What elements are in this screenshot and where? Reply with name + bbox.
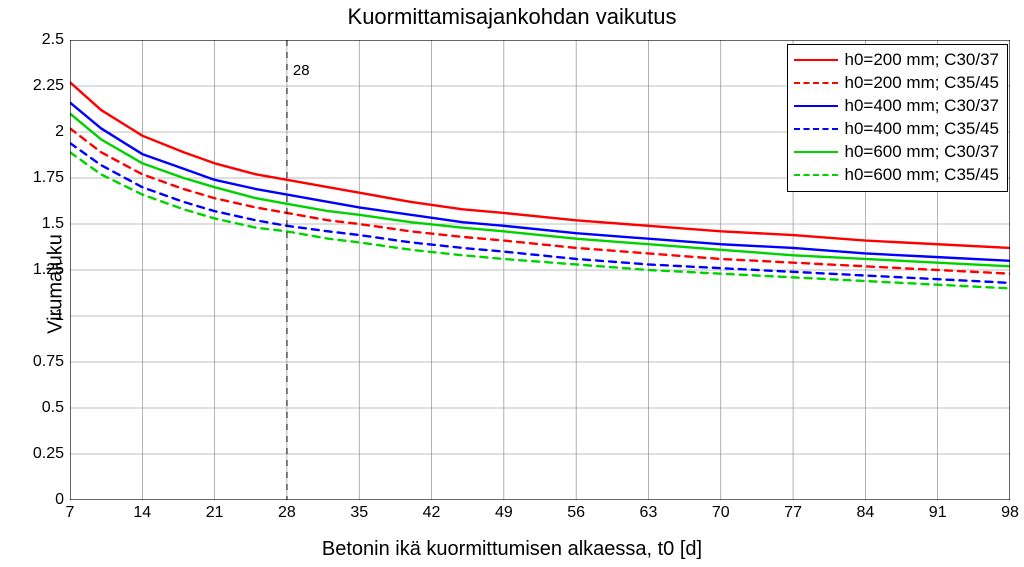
legend-swatch [794,82,838,84]
x-tick-label: 84 [856,504,874,522]
x-tick-label: 35 [350,504,368,522]
x-tick-label: 7 [66,504,75,522]
x-tick-label: 63 [640,504,658,522]
y-tick-label: 2 [14,123,64,141]
legend-swatch [794,59,838,61]
legend-swatch [794,128,838,130]
y-tick-label: 2.25 [14,77,64,95]
x-tick-label: 77 [784,504,802,522]
x-tick-label: 14 [133,504,151,522]
y-tick-label: 2.5 [14,31,64,49]
legend-item: h0=600 mm; C30/37 [794,141,999,164]
legend-swatch [794,105,838,107]
legend-swatch [794,174,838,176]
x-tick-label: 21 [206,504,224,522]
y-tick-label: 0.25 [14,445,64,463]
legend-item: h0=400 mm; C35/45 [794,118,999,141]
legend-item: h0=200 mm; C30/37 [794,49,999,72]
x-axis-label: Betonin ikä kuormittumisen alkaessa, t0 … [0,538,1024,561]
legend-label: h0=600 mm; C35/45 [844,164,999,187]
legend-label: h0=200 mm; C30/37 [844,49,999,72]
x-tick-label: 56 [567,504,585,522]
y-tick-label: 0.75 [14,353,64,371]
legend-item: h0=600 mm; C35/45 [794,164,999,187]
x-tick-label: 42 [423,504,441,522]
y-tick-label: 0 [14,491,64,509]
y-tick-label: 0.5 [14,399,64,417]
legend-item: h0=400 mm; C30/37 [794,95,999,118]
x-tick-label: 91 [929,504,947,522]
chart-container: Kuormittamisajankohdan vaikutus Virumalu… [0,0,1024,567]
legend-label: h0=400 mm; C35/45 [844,118,999,141]
legend-swatch [794,151,838,153]
legend-item: h0=200 mm; C35/45 [794,72,999,95]
legend-label: h0=200 mm; C35/45 [844,72,999,95]
y-tick-label: 1.75 [14,169,64,187]
chart-title: Kuormittamisajankohdan vaikutus [0,4,1024,30]
legend-label: h0=400 mm; C30/37 [844,95,999,118]
legend-label: h0=600 mm; C30/37 [844,141,999,164]
y-tick-label: 1.25 [14,261,64,279]
x-tick-label: 70 [712,504,730,522]
marker-label: 28 [293,62,310,79]
x-tick-label: 49 [495,504,513,522]
legend: h0=200 mm; C30/37h0=200 mm; C35/45h0=400… [787,44,1008,192]
y-tick-label: 1 [14,307,64,325]
x-tick-label: 98 [1001,504,1019,522]
y-tick-label: 1.5 [14,215,64,233]
x-tick-label: 28 [278,504,296,522]
